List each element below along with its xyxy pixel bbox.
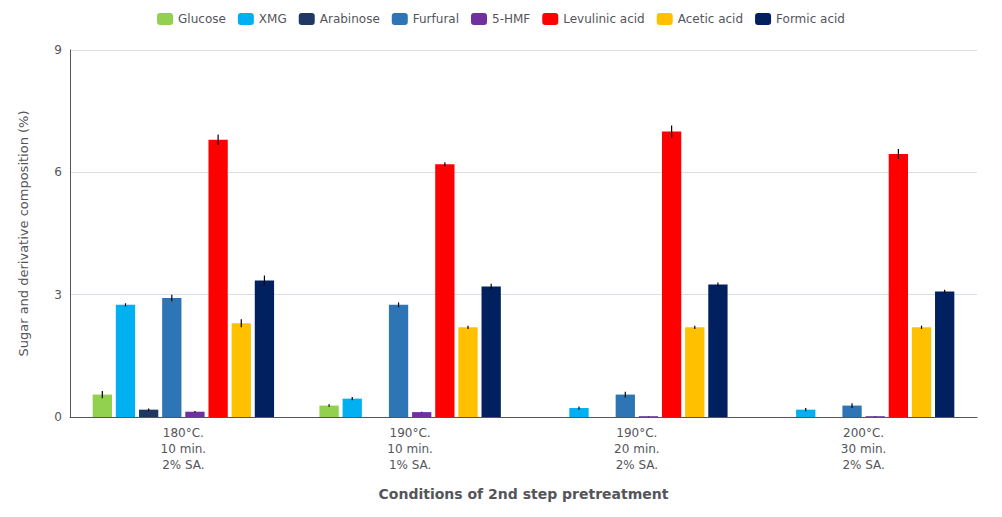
svg-text:190°C.: 190°C.: [616, 426, 657, 440]
svg-text:1% SA.: 1% SA.: [389, 458, 432, 472]
svg-text:Arabinose: Arabinose: [320, 12, 380, 26]
svg-text:3: 3: [54, 288, 62, 302]
svg-text:Glucose: Glucose: [178, 12, 226, 26]
svg-text:Acetic acid: Acetic acid: [678, 12, 743, 26]
svg-text:190°C.: 190°C.: [390, 426, 431, 440]
svg-text:20 min.: 20 min.: [614, 442, 660, 456]
svg-text:2% SA.: 2% SA.: [842, 458, 885, 472]
svg-text:180°C.: 180°C.: [163, 426, 204, 440]
svg-text:30 min.: 30 min.: [841, 442, 887, 456]
svg-text:2% SA.: 2% SA.: [162, 458, 205, 472]
svg-text:9: 9: [54, 43, 62, 57]
svg-text:Sugar and derivative compositi: Sugar and derivative composition (%): [16, 110, 31, 356]
svg-text:Formic acid: Formic acid: [776, 12, 845, 26]
svg-text:Furfural: Furfural: [413, 12, 459, 26]
svg-text:6: 6: [54, 165, 62, 179]
svg-text:XMG: XMG: [259, 12, 287, 26]
svg-text:Levulinic acid: Levulinic acid: [563, 12, 645, 26]
svg-text:10 min.: 10 min.: [161, 442, 207, 456]
svg-text:200°C.: 200°C.: [843, 426, 884, 440]
svg-text:0: 0: [54, 410, 62, 424]
svg-text:2% SA.: 2% SA.: [616, 458, 659, 472]
svg-text:10 min.: 10 min.: [387, 442, 433, 456]
svg-text:Conditions of 2nd step pretrea: Conditions of 2nd step pretreatment: [379, 486, 669, 502]
svg-text:5-HMF: 5-HMF: [492, 12, 530, 26]
